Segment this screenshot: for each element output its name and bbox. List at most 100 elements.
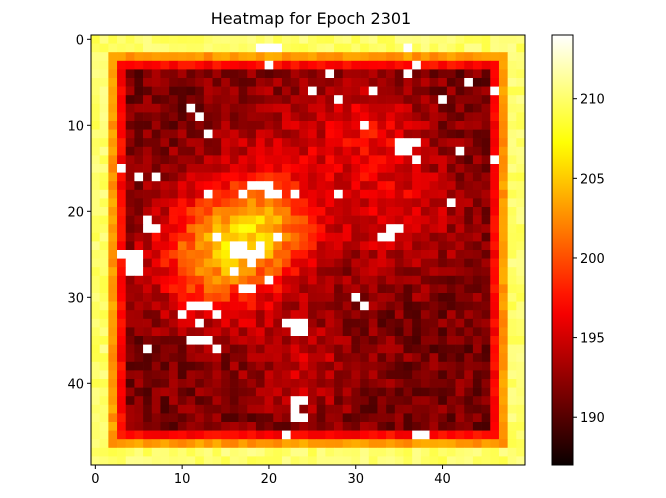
heatmap-cell xyxy=(91,164,101,173)
heatmap-cell xyxy=(203,318,213,328)
heatmap-cell xyxy=(238,86,248,96)
heatmap-cell xyxy=(386,35,396,44)
colorbar-tick-label: 210 xyxy=(580,93,605,108)
heatmap-cell xyxy=(351,430,361,440)
heatmap-cell xyxy=(412,439,422,449)
heatmap-cell xyxy=(264,121,274,130)
heatmap-cell xyxy=(255,112,265,122)
heatmap-cell xyxy=(516,387,526,397)
heatmap-cell xyxy=(281,456,291,466)
heatmap-cell xyxy=(446,250,456,259)
heatmap-cell xyxy=(264,344,274,354)
heatmap-cell xyxy=(125,103,135,113)
heatmap-cell xyxy=(498,439,508,449)
heatmap-cell xyxy=(438,422,448,431)
heatmap-cell xyxy=(99,43,109,53)
heatmap-cell xyxy=(412,310,422,320)
heatmap-cell xyxy=(351,396,361,406)
heatmap-cell xyxy=(420,43,430,53)
heatmap-cell xyxy=(446,267,456,277)
heatmap-cell xyxy=(125,301,135,311)
heatmap-cell xyxy=(420,327,430,337)
heatmap-cell xyxy=(177,112,187,122)
heatmap-cell xyxy=(351,181,361,191)
heatmap-cell xyxy=(108,198,118,208)
heatmap-cell xyxy=(516,293,526,302)
heatmap-cell xyxy=(273,396,283,406)
heatmap-cell xyxy=(403,310,413,320)
heatmap-cell xyxy=(143,361,153,371)
heatmap-cell xyxy=(195,413,205,423)
heatmap-cell xyxy=(186,189,196,199)
heatmap-cell xyxy=(290,284,300,294)
heatmap-cell xyxy=(316,336,326,345)
heatmap-cell xyxy=(498,258,508,268)
heatmap-cell xyxy=(472,86,482,96)
heatmap-cell xyxy=(308,456,318,466)
heatmap-cell xyxy=(264,146,274,156)
heatmap-cell xyxy=(169,215,179,225)
heatmap-cell xyxy=(108,310,118,320)
heatmap-cell xyxy=(325,112,335,122)
x-tick-label: 30 xyxy=(347,472,364,487)
heatmap-cell xyxy=(177,69,187,79)
heatmap-cell xyxy=(334,224,344,234)
x-tick-label: 20 xyxy=(261,472,278,487)
heatmap-cell xyxy=(334,43,344,53)
heatmap-cell xyxy=(290,129,300,139)
heatmap-cell xyxy=(195,103,205,113)
heatmap-cell xyxy=(108,344,118,354)
heatmap-cell xyxy=(464,138,474,148)
heatmap-cell xyxy=(151,60,161,70)
heatmap-cell xyxy=(186,404,196,414)
heatmap-cell xyxy=(203,103,213,113)
heatmap-cell xyxy=(212,78,222,87)
heatmap-cell xyxy=(464,232,474,242)
heatmap-cell xyxy=(186,387,196,397)
heatmap-cell xyxy=(507,396,517,406)
heatmap-cell xyxy=(108,172,118,182)
heatmap-cell xyxy=(325,52,335,62)
heatmap-cell xyxy=(99,35,109,44)
heatmap-cell xyxy=(438,379,448,388)
heatmap-cell xyxy=(125,155,135,165)
heatmap-cell xyxy=(273,267,283,277)
heatmap-cell xyxy=(420,301,430,311)
heatmap-cell xyxy=(351,370,361,380)
heatmap-cell xyxy=(455,396,465,406)
heatmap-cell xyxy=(290,60,300,70)
heatmap-cell xyxy=(498,318,508,328)
heatmap-cell xyxy=(420,344,430,354)
heatmap-cell xyxy=(420,172,430,182)
heatmap-cell xyxy=(143,112,153,122)
heatmap-cell xyxy=(412,318,422,328)
heatmap-cell xyxy=(394,215,404,225)
heatmap-cell xyxy=(91,447,101,457)
heatmap-cell xyxy=(160,215,170,225)
heatmap-cell xyxy=(247,241,257,251)
heatmap-cell xyxy=(255,430,265,440)
heatmap-cell xyxy=(169,129,179,139)
heatmap-cell xyxy=(169,189,179,199)
heatmap-cell xyxy=(446,103,456,113)
heatmap-cell xyxy=(420,370,430,380)
heatmap-cell xyxy=(221,404,231,414)
heatmap-cell xyxy=(125,370,135,380)
heatmap-cell xyxy=(472,258,482,268)
heatmap-cell xyxy=(255,387,265,397)
heatmap-cell xyxy=(203,275,213,285)
heatmap-cell xyxy=(186,121,196,130)
heatmap-cell xyxy=(420,293,430,302)
heatmap-cell xyxy=(438,284,448,294)
heatmap-cell xyxy=(203,181,213,191)
heatmap-cell xyxy=(203,327,213,337)
heatmap-cell xyxy=(472,155,482,165)
heatmap-cell xyxy=(108,95,118,105)
heatmap-cell xyxy=(99,95,109,105)
heatmap-cell xyxy=(403,69,413,79)
heatmap-cell xyxy=(290,146,300,156)
heatmap-cell xyxy=(325,43,335,53)
heatmap-cell xyxy=(117,387,127,397)
heatmap-cell xyxy=(229,198,239,208)
